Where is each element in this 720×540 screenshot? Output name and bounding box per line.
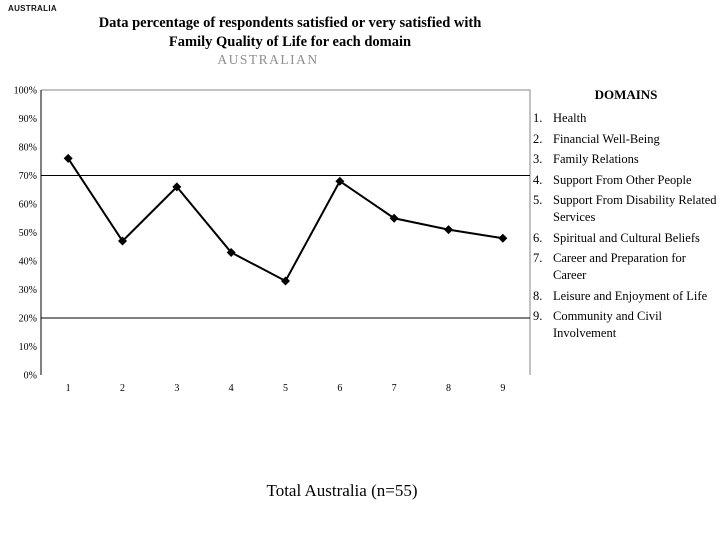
x-tick-label: 5: [283, 383, 288, 394]
title-line-1: Data percentage of respondents satisfied…: [98, 15, 482, 31]
plot-area-border: [41, 89, 531, 375]
y-tick-label: 70%: [19, 171, 37, 182]
x-tick-label: 2: [120, 383, 125, 394]
domain-item-number: 2.: [533, 131, 543, 146]
data-point-marker: [172, 182, 182, 192]
domain-list-item: 5. Support From Disability Related Servic…: [533, 192, 719, 226]
x-tick-label: 7: [392, 383, 397, 394]
domain-item-label: Financial Well-Being: [553, 131, 660, 146]
domain-item-label: Community and Civil Involvement: [553, 309, 663, 340]
y-tick-label: 0%: [24, 371, 37, 382]
y-tick-label: 50%: [19, 228, 37, 239]
y-tick-label: 90%: [19, 114, 37, 125]
domain-list-item: 3. Family Relations: [533, 151, 719, 168]
domain-item-number: 6.: [533, 230, 543, 245]
data-point-marker: [63, 153, 73, 163]
data-point-marker: [118, 236, 127, 246]
corner-label: AUSTRALIA: [8, 4, 57, 13]
data-point-marker: [444, 225, 453, 235]
domain-list-item: 6. Spiritual and Cultural Beliefs: [533, 230, 719, 247]
y-tick-label: 80%: [19, 143, 37, 154]
domain-item-number: 5.: [533, 193, 543, 207]
x-tick-label: 6: [337, 383, 342, 394]
x-tick-label: 8: [446, 383, 451, 394]
domain-item-number: 8.: [533, 288, 543, 303]
title-line-3: AUSTRALIAN: [217, 52, 319, 67]
y-tick-label: 10%: [19, 342, 37, 353]
title-line-2: Family Quality of Life for each domain: [168, 33, 412, 50]
domain-list-item: 7. Career and Preparation for Career: [533, 250, 719, 284]
slide-title: Data percentage of respondents satisfied…: [80, 14, 500, 70]
y-tick-label: 60%: [19, 200, 37, 211]
domains-panel: DOMAINS 1. Health 2. Financial Well-Being 3.…: [533, 87, 719, 346]
data-line: [67, 157, 503, 283]
domains-title: DOMAINS: [594, 87, 658, 102]
domain-list-item: 2. Financial Well-Being: [533, 131, 719, 148]
data-point-marker: [226, 247, 236, 257]
domain-item-number: 4.: [533, 172, 543, 187]
y-tick-label: 20%: [19, 314, 37, 325]
domain-item-label: Support From Disability Related Services: [553, 193, 717, 224]
domain-item-number: 1.: [533, 111, 543, 125]
y-tick-label: 40%: [19, 257, 37, 268]
data-point-marker: [498, 233, 508, 243]
domain-list-item: 1. Health: [533, 110, 719, 127]
data-point-marker: [389, 213, 399, 223]
domain-item-number: 9.: [533, 309, 543, 323]
domains-list: 1. Health 2. Financial Well-Being 3. Family R…: [533, 110, 719, 342]
domain-item-label: Family Relations: [553, 152, 639, 166]
x-tick-label: 9: [500, 383, 505, 394]
domain-item-label: Support From Other People: [553, 172, 692, 187]
domain-item-label: Health: [553, 111, 587, 125]
x-tick-label: 4: [229, 383, 234, 394]
footer-line-total: Total Australia (n=55): [266, 481, 418, 500]
domain-item-label: Leisure and Enjoyment of Life: [553, 288, 708, 303]
x-tick-label: 1: [66, 383, 71, 394]
data-point-marker: [335, 176, 345, 186]
y-tick-label: 100%: [14, 86, 37, 97]
footer-stats: Total Australia (n=55) Respondent: Mean …: [2, 426, 682, 540]
domain-item-label: Career and Preparation for Career: [553, 251, 686, 282]
y-tick-label: 30%: [19, 285, 37, 296]
data-point-marker: [281, 276, 290, 286]
domain-list-item: 8. Leisure and Enjoyment of Life: [533, 288, 719, 305]
x-tick-label: 3: [174, 383, 179, 394]
domain-list-item: 4. Support From Other People: [533, 172, 719, 189]
domain-item-number: 7.: [533, 251, 543, 265]
domain-list-item: 9. Community and Civil Involvement: [533, 308, 719, 342]
satisfaction-line-chart: 0% 10% 20% 30% 40% 50% 60% 70% 80% 90% 100% 1 2 3 4 5 6 7…: [14, 86, 531, 394]
domain-item-number: 3.: [533, 152, 543, 166]
domain-item-label: Spiritual and Cultural Beliefs: [553, 230, 700, 245]
